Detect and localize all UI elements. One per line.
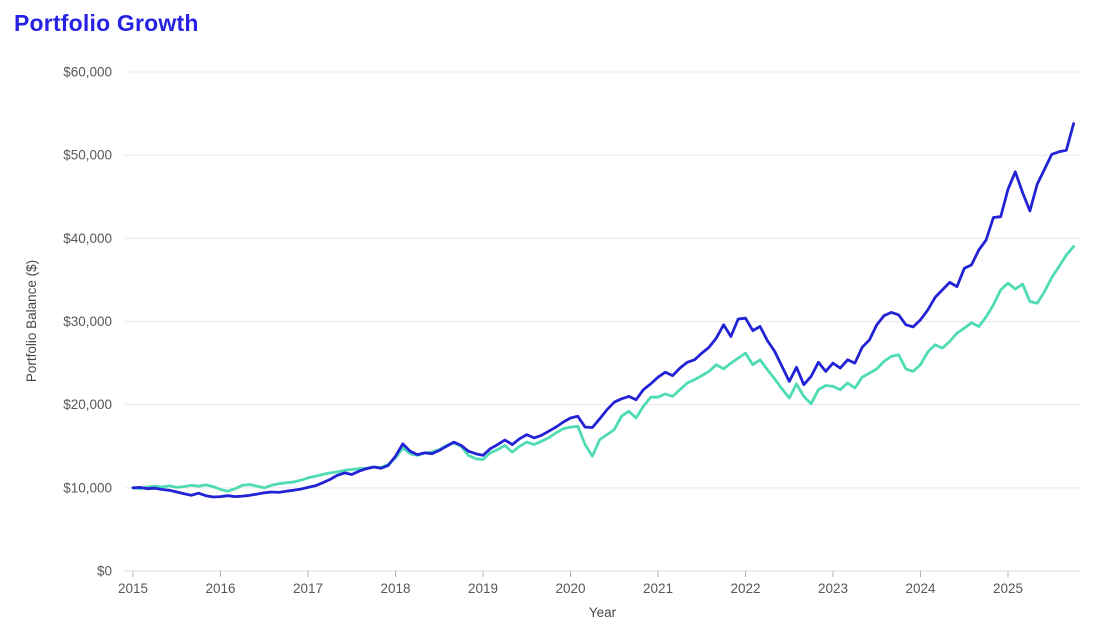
y-tick-label: $10,000 <box>63 480 112 495</box>
x-tick-label: 2021 <box>643 581 673 596</box>
x-tick-label: 2024 <box>905 581 936 596</box>
y-tick-label: $40,000 <box>63 231 112 246</box>
y-tick-label: $20,000 <box>63 397 112 412</box>
x-tick-label: 2016 <box>205 581 235 596</box>
x-tick-label: 2022 <box>730 581 760 596</box>
x-tick-label: 2023 <box>818 581 848 596</box>
x-tick-label: 2017 <box>293 581 323 596</box>
series-line-blue <box>131 122 1075 499</box>
page-title: Portfolio Growth <box>14 10 199 36</box>
x-tick-label: 2019 <box>468 581 498 596</box>
y-axis-title: Portfolio Balance ($) <box>24 260 39 382</box>
x-tick-label: 2015 <box>118 581 148 596</box>
x-tick-label: 2018 <box>380 581 410 596</box>
y-tick-label: $30,000 <box>63 314 112 329</box>
y-tick-label: $50,000 <box>63 148 112 163</box>
series-line-teal <box>131 245 1075 493</box>
y-tick-label: $60,000 <box>63 65 112 80</box>
x-tick-label: 2025 <box>993 581 1023 596</box>
x-axis-title: Year <box>589 605 617 620</box>
x-tick-label: 2020 <box>555 581 585 596</box>
y-tick-label: $0 <box>97 564 112 579</box>
